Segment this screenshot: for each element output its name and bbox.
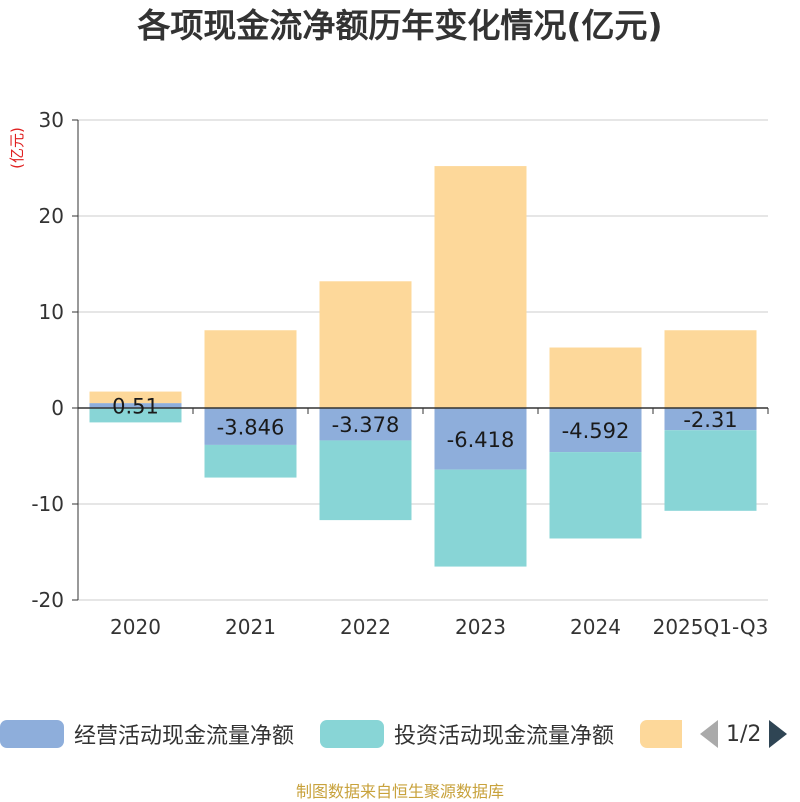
bar-series-1-4[interactable] <box>549 452 642 539</box>
y-axis-label: (亿元) <box>8 127 26 169</box>
x-tick-label: 2023 <box>455 615 506 639</box>
data-label: -3.378 <box>332 413 400 437</box>
bar-series-0-3[interactable] <box>434 408 527 470</box>
bar-series-1-2[interactable] <box>319 440 412 521</box>
legend-swatch-financing <box>640 720 682 748</box>
bar-series-2-1[interactable] <box>204 330 297 408</box>
y-tick-label: 30 <box>39 108 64 132</box>
next-page-arrow-icon[interactable] <box>769 720 788 748</box>
bar-series-2-4[interactable] <box>549 347 642 408</box>
bar-series-0-1[interactable] <box>204 408 297 445</box>
chart-plot: 30 20 10 0 -10 -20 2020 2021 2022 2023 2024 2025Q1-… <box>8 108 769 639</box>
x-tick-label: 2025Q1-Q3 <box>653 615 769 639</box>
legend-item-operating[interactable]: 经营活动现金流量净额 <box>0 716 294 752</box>
bar-series-2-0[interactable] <box>89 391 182 404</box>
y-tick-label: 0 <box>51 396 64 420</box>
bar-series-1-0[interactable] <box>89 408 182 423</box>
data-labels: 0.51 -3.846 -3.378 -6.418 -4.592 -2.31 <box>112 395 738 452</box>
axes: 30 20 10 0 -10 -20 2020 2021 2022 2023 2024 2025Q1-… <box>31 108 769 639</box>
data-label: -2.31 <box>683 408 737 432</box>
bar-series-1-1[interactable] <box>204 444 297 478</box>
footer-source: 制图数据来自恒生聚源数据库 <box>295 782 504 801</box>
chart-title: 各项现金流净额历年变化情况(亿元) <box>137 6 663 45</box>
legend-swatch-operating <box>0 720 64 748</box>
bar-series-1-3[interactable] <box>434 469 527 567</box>
legend-pager: 1/2 <box>700 716 788 752</box>
data-label: 0.51 <box>112 395 159 419</box>
x-tick-label: 2020 <box>110 615 161 639</box>
legend-swatch-investing <box>320 720 384 748</box>
bar-series-2-2[interactable] <box>319 281 412 408</box>
x-tick-label: 2021 <box>225 615 276 639</box>
bar-series-0-2[interactable] <box>319 408 412 441</box>
y-tick-label: -20 <box>31 588 64 612</box>
legend-page-indicator: 1/2 <box>726 721 762 747</box>
x-tick-label: 2024 <box>570 615 621 639</box>
legend-item-financing[interactable] <box>640 716 682 752</box>
legend: 经营活动现金流量净额 投资活动现金流量净额 <box>0 716 800 752</box>
data-label: -6.418 <box>447 428 515 452</box>
y-tick-label: -10 <box>31 492 64 516</box>
y-tick-label: 10 <box>39 300 64 324</box>
prev-page-arrow-icon[interactable] <box>700 720 718 748</box>
bar-series-0-0[interactable] <box>89 403 182 408</box>
bar-series-0-5[interactable] <box>664 408 757 431</box>
bar-series-1-5[interactable] <box>664 430 757 511</box>
data-label: -4.592 <box>562 419 630 443</box>
bar-series-0-4[interactable] <box>549 408 642 453</box>
legend-label-operating: 经营活动现金流量净额 <box>74 724 295 749</box>
legend-item-investing[interactable]: 投资活动现金流量净额 <box>320 716 614 752</box>
x-tick-label: 2022 <box>340 615 391 639</box>
bar-series-2-5[interactable] <box>664 330 757 408</box>
data-label: -3.846 <box>217 415 285 439</box>
y-tick-label: 20 <box>39 204 64 228</box>
bar-series-2-3[interactable] <box>434 166 527 408</box>
legend-label-investing: 投资活动现金流量净额 <box>394 724 615 749</box>
bars <box>89 166 757 567</box>
